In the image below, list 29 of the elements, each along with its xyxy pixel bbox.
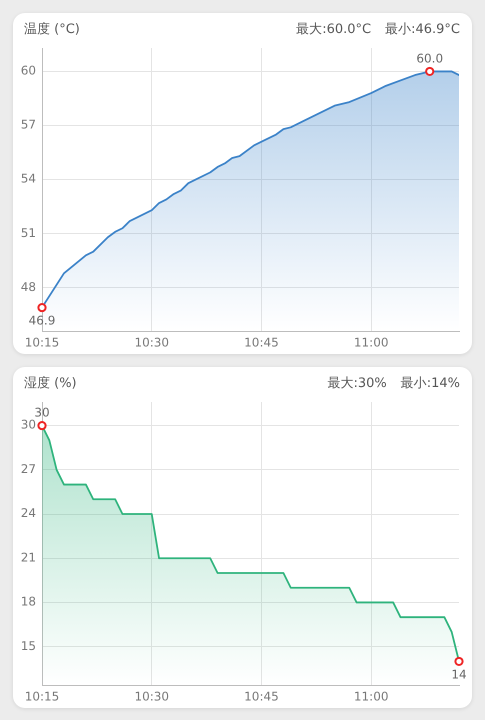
text: 最小:46.9°C — [385, 22, 460, 37]
y-tick-label: 18 — [20, 594, 36, 609]
x-tick-label: 10:45 — [244, 689, 279, 704]
x-tick-label: 10:30 — [134, 689, 170, 704]
annotation: 46.9 — [28, 314, 56, 328]
x-tick-label: 10:15 — [24, 335, 60, 350]
text: 最大:30% — [327, 376, 387, 391]
x-tick-label: 10:15 — [24, 689, 60, 704]
annotation: 14 — [451, 668, 467, 682]
text: 最小:14% — [400, 376, 460, 391]
y-tick-label: 54 — [20, 172, 36, 186]
chart-title: 湿度 (%) — [24, 375, 77, 393]
y-tick-label: 60 — [20, 64, 36, 78]
x-tick-label: 11:00 — [354, 689, 389, 704]
y-tick-label: 57 — [20, 118, 36, 132]
annotation: 30 — [34, 406, 50, 420]
y-tick-label: 15 — [20, 638, 36, 653]
x-tick-label: 10:30 — [134, 335, 170, 350]
y-tick-label: 48 — [20, 280, 36, 294]
x-tick-label: 11:00 — [354, 335, 389, 350]
y-tick-label: 51 — [20, 226, 36, 240]
y-tick-label: 21 — [20, 550, 36, 564]
chart-title: 温度 (°C) — [24, 21, 80, 39]
text: 最大:60.0°C — [296, 22, 372, 37]
y-tick-label: 30 — [20, 418, 36, 432]
annotation: 60.0 — [416, 52, 444, 66]
y-tick-label: 24 — [20, 506, 36, 520]
y-tick-label: 27 — [20, 462, 36, 476]
x-tick-label: 10:45 — [244, 335, 279, 350]
